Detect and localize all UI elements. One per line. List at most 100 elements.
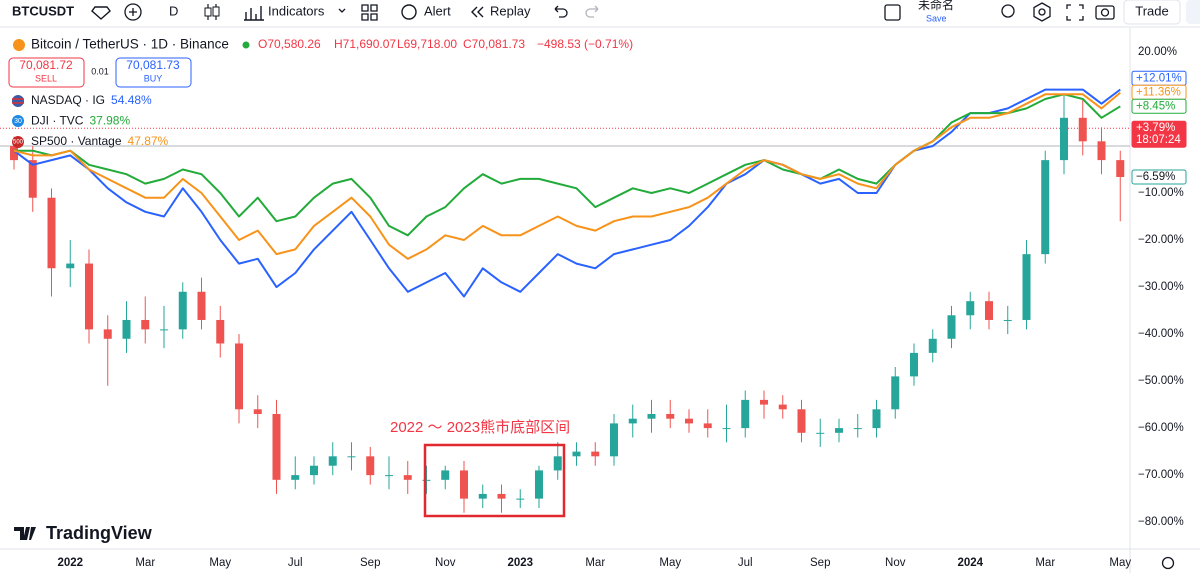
y-tick-label: −60.00% [1138,422,1184,434]
save-button[interactable]: Save [926,13,947,23]
market-status [242,41,250,49]
ohlc-low: L69,718.00 [397,37,457,51]
alert-button[interactable]: Alert [424,3,451,18]
icon-alert[interactable] [401,4,417,20]
x-tick-label: May [209,557,231,569]
icon-quick-search[interactable] [1001,4,1015,18]
x-tick-label: Jul [288,557,303,569]
price-axis-label: +12.01% [1136,72,1182,84]
price-axis-tag [1131,120,1187,148]
buy-button[interactable] [115,57,192,88]
sell-label[interactable]: SELL [35,73,57,83]
candle-body [328,456,337,466]
icon-diamond[interactable] [91,6,111,20]
price-axis-label: +11.36% [1136,86,1181,98]
dji-badge: 30 [14,118,22,125]
icon-fullscreen[interactable] [1066,4,1084,21]
price-axis-tag [1131,169,1187,185]
candle-body [85,263,93,330]
candle-body [910,352,918,377]
icon-settings-center [1038,8,1046,16]
icon-dropdown[interactable] [338,8,346,13]
y-tick-label: −80.00% [1138,516,1184,528]
legend-series-change: 47.87% [128,134,169,148]
icon-plus [129,8,137,16]
x-tick-label: May [1109,557,1131,569]
interval[interactable]: D [169,3,178,18]
sell-price[interactable]: 70,081.72 [19,58,73,72]
y-tick-label: −50.00% [1138,375,1184,387]
x-tick-label: 2023 [507,557,533,569]
candle-body [610,423,618,457]
candle-body [460,470,468,499]
sell-button[interactable] [8,57,85,88]
icon-lens [1100,8,1110,17]
candle-body [1041,160,1050,255]
price-axis-label: +3.79% [1136,122,1175,134]
indicators-button[interactable]: Indicators [268,3,325,18]
candle-body [553,456,562,471]
ohlc-open: O70,580.26 [258,37,321,51]
axis-settings[interactable] [1161,556,1175,570]
symbol-search[interactable]: BTCUSDT [12,3,74,18]
candle-body [235,343,243,410]
sp-icon [12,136,24,148]
trade-button[interactable]: Trade [1135,3,1168,18]
y-tick-label: −10.00% [1138,187,1184,199]
candle-body [28,160,37,198]
icon-redo[interactable] [585,5,599,18]
icon-templates[interactable] [361,4,378,21]
candle-body [572,451,581,457]
candle-body [197,291,206,320]
candle-body [441,470,450,480]
candle-body [47,197,56,269]
y-tick-label: −70.00% [1138,469,1184,481]
replay-button[interactable]: Replay [490,3,531,18]
candle-body [985,301,993,320]
icon-select[interactable] [884,4,901,21]
icon-settings[interactable] [1033,2,1051,22]
candle-body [253,409,262,415]
candle-body [628,418,637,424]
candle-body [835,428,843,433]
sp-badge: 500 [13,140,24,146]
y-tick-label: 20.00% [1138,46,1177,58]
candle-body [647,414,656,419]
series-line [13,91,1121,260]
trade-button-box[interactable] [1123,0,1181,25]
legend-series-name: SP500 · Vantage [31,134,122,148]
x-tick-label: 2022 [57,557,83,569]
buy-price[interactable]: 70,081.73 [126,58,180,72]
spread: 0.01 [91,66,109,76]
candle-body [872,409,881,429]
icon-undo[interactable] [554,5,568,18]
icon-candle-body [204,7,212,17]
candle-body [216,319,225,344]
y-tick-label: −40.00% [1138,328,1184,340]
candle-body [853,428,862,430]
candle-body [685,418,693,424]
candle-body [703,423,712,429]
candle-body [778,404,787,410]
flag-stripes [12,98,24,104]
plot-area [0,88,1130,513]
candle-body [347,456,356,458]
icon-replay[interactable] [471,6,484,18]
candle-body [385,475,393,477]
candle-body [178,291,187,330]
candle-body [10,146,18,161]
price-axis-label: +8.45% [1136,100,1175,112]
icon-compare[interactable] [124,3,142,21]
layout-name[interactable]: 未命名 [918,0,954,12]
candle-body [403,475,412,480]
candle-body [1116,160,1125,177]
candle-body [797,409,806,433]
icon-indicators[interactable] [244,6,264,21]
candle-body [966,301,975,316]
side-button[interactable] [1186,0,1200,24]
icon-screenshot[interactable] [1095,5,1115,20]
countdown: 18:07:24 [1136,134,1181,146]
buy-label[interactable]: BUY [144,73,163,83]
candle-body [947,315,956,339]
